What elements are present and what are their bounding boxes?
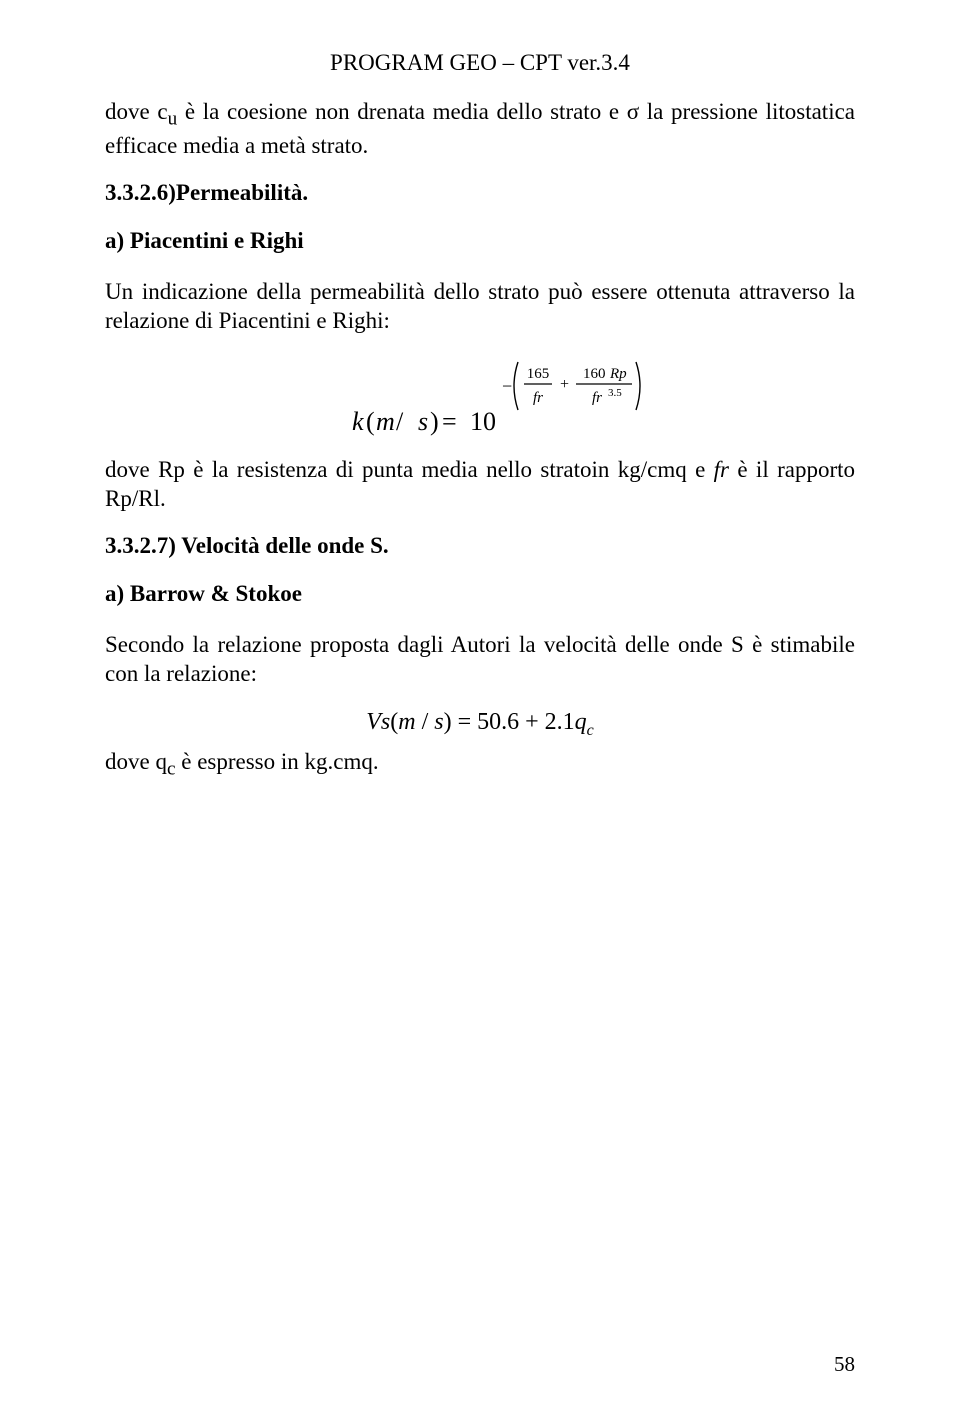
vel-paragraph: Secondo la relazione proposta dagli Auto…: [105, 631, 855, 689]
k-den2-base: fr: [592, 390, 602, 406]
k-lhs-k: k: [352, 407, 364, 436]
vs-lhs-vs: Vs: [366, 709, 390, 735]
rp-fr: fr: [714, 457, 729, 482]
k-num2-coef: 160: [583, 366, 606, 382]
formula-vs: Vs(m / s) = 50.6 + 2.1qc: [105, 709, 855, 740]
page-header: PROGRAM GEO – CPT ver.3.4: [105, 50, 855, 76]
vs-lhs-s: s: [434, 709, 443, 735]
k-num1: 165: [527, 366, 550, 382]
intro-paragraph: dove cu è la coesione non drenata media …: [105, 98, 855, 160]
rp-paragraph: dove Rp è la resistenza di punta media n…: [105, 456, 855, 514]
section-permeability: 3.3.2.6)Permeabilità.: [105, 180, 855, 206]
k-left-paren: [514, 362, 518, 410]
heading-barrow-stokoe: a) Barrow & Stokoe: [105, 581, 855, 607]
k-base: 10: [470, 407, 496, 436]
vs-lhs-slash: /: [416, 709, 435, 735]
qc-text-2: è espresso in kg.cmq.: [175, 749, 378, 774]
vs-qsub: c: [587, 722, 594, 739]
vs-lhs-close: ): [444, 709, 452, 735]
k-exp-minus: −: [502, 376, 512, 396]
heading-piacentini-righi: a) Piacentini e Righi: [105, 228, 855, 254]
section-velocity: 3.3.2.7) Velocità delle onde S.: [105, 533, 855, 559]
k-lhs-m: m: [376, 407, 395, 436]
k-lhs-close: ): [430, 407, 439, 436]
page-number: 58: [834, 1352, 855, 1377]
k-num2-var: Rp: [609, 366, 627, 382]
k-den1: fr: [533, 390, 543, 406]
k-lhs-open: (: [366, 407, 375, 436]
vs-q: q: [575, 709, 587, 735]
vs-c2: 2.1: [545, 709, 575, 735]
k-lhs-s: s: [418, 407, 428, 436]
formula-k: k ( m / s ) = 10 − 165 fr + 160: [105, 356, 855, 452]
k-eq: =: [442, 407, 457, 436]
perm-paragraph: Un indicazione della permeabilità dello …: [105, 278, 855, 336]
qc-text-1: dove q: [105, 749, 167, 774]
k-den2-exp: 3.5: [608, 387, 622, 399]
intro-sub-u: u: [168, 109, 178, 130]
rp-text-1: dove Rp è la resistenza di punta media n…: [105, 457, 714, 482]
k-lhs-slash: /: [396, 407, 404, 436]
vs-c1: 50.6: [477, 709, 519, 735]
vs-eq: =: [452, 709, 478, 735]
vs-lhs-m: m: [398, 709, 415, 735]
qc-paragraph: dove qc è espresso in kg.cmq.: [105, 748, 855, 782]
intro-text-1: dove c: [105, 99, 168, 124]
k-exp-plus: +: [560, 376, 569, 393]
intro-text-2: è la coesione non drenata media dello st…: [105, 99, 855, 158]
k-right-paren: [636, 362, 640, 410]
vs-plus: +: [519, 709, 545, 735]
